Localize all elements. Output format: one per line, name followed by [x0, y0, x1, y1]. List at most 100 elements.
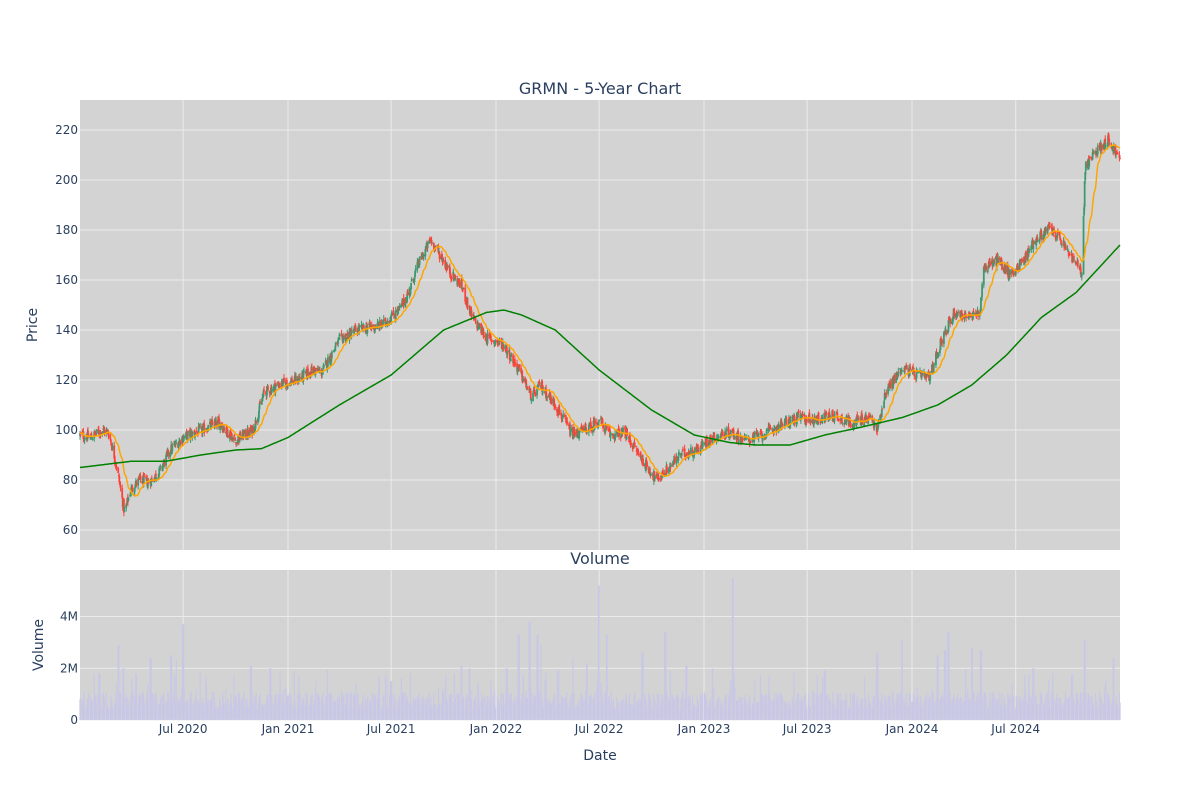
candle	[390, 309, 393, 317]
x-axis-title: Date	[583, 748, 616, 764]
candle	[689, 444, 692, 456]
volume-bar	[99, 703, 102, 720]
candle	[518, 364, 521, 372]
candle	[594, 418, 597, 427]
candle	[1092, 149, 1095, 155]
volume-bar	[794, 702, 796, 720]
volume-bar	[710, 696, 712, 720]
volume-bar	[225, 689, 227, 720]
volume-bar	[474, 696, 477, 720]
candle	[334, 341, 337, 348]
x-tick-label: Jul 2023	[782, 722, 832, 736]
candle	[645, 457, 648, 462]
candle	[884, 393, 887, 400]
candle	[323, 364, 325, 370]
candle	[1021, 257, 1023, 263]
candle	[233, 433, 236, 437]
volume-bar	[570, 694, 572, 720]
candle	[633, 439, 636, 446]
volume-bar	[945, 696, 947, 720]
candle	[508, 348, 511, 364]
volume-bar	[983, 692, 985, 720]
volume-bar	[941, 693, 943, 720]
candle	[271, 386, 273, 394]
volume-bar	[1021, 700, 1023, 720]
volume-bar	[431, 707, 433, 720]
candle	[496, 339, 499, 346]
candle	[644, 457, 647, 473]
candle	[261, 393, 264, 402]
candle	[805, 415, 808, 426]
candle	[933, 362, 936, 368]
candle	[272, 384, 275, 393]
volume-bar	[973, 692, 975, 720]
candle	[852, 422, 855, 432]
candle	[117, 466, 120, 474]
volume-bar	[686, 665, 688, 720]
volume-bar	[510, 693, 512, 720]
candle	[537, 381, 540, 389]
volume-bar	[263, 703, 265, 720]
volume-bar	[363, 707, 365, 720]
volume-bar	[211, 692, 213, 720]
candle	[133, 487, 136, 496]
volume-bar	[1037, 704, 1039, 720]
volume-bar	[606, 634, 608, 720]
candle	[937, 351, 940, 359]
candle	[1100, 142, 1103, 145]
candle	[522, 376, 525, 383]
candle	[1064, 244, 1067, 251]
volume-bar	[1113, 657, 1115, 720]
candle	[887, 383, 889, 397]
volume-bar	[953, 695, 955, 720]
price-y-tick-label: 60	[63, 523, 78, 537]
candle	[398, 302, 401, 311]
volume-bar	[558, 703, 560, 720]
candle	[1082, 215, 1085, 275]
volume-bar	[163, 704, 165, 720]
candle	[158, 467, 161, 471]
volume-bar	[809, 706, 812, 720]
volume-bar	[159, 697, 161, 720]
candle	[79, 430, 81, 440]
volume-bar	[845, 693, 848, 720]
candle	[139, 472, 142, 483]
volume-bar	[239, 700, 241, 720]
candle	[514, 361, 517, 367]
candle	[211, 416, 214, 427]
candle	[1116, 152, 1119, 155]
volume-bar	[546, 699, 548, 720]
candle	[657, 472, 660, 482]
candle	[251, 424, 253, 439]
candle	[103, 425, 105, 430]
volume-bar	[889, 705, 891, 720]
volume-bar	[119, 692, 122, 720]
candle	[1033, 239, 1035, 245]
candle	[1088, 156, 1091, 170]
candle	[932, 362, 935, 374]
candle	[972, 308, 975, 313]
candle	[167, 449, 170, 460]
volume-bar	[387, 708, 389, 720]
candle	[797, 409, 800, 414]
candle	[378, 316, 381, 332]
candle	[1096, 143, 1099, 158]
candle	[402, 293, 405, 309]
candle	[247, 426, 250, 440]
volume-bar	[634, 694, 636, 720]
candle	[122, 497, 125, 517]
volume-bar	[383, 697, 385, 720]
volume-bar	[656, 693, 658, 720]
candle	[883, 400, 885, 409]
volume-bar	[1085, 692, 1087, 720]
volume-bar	[399, 698, 401, 720]
candle	[441, 254, 444, 266]
candle	[107, 429, 110, 440]
candle	[622, 425, 624, 434]
candle	[761, 433, 764, 445]
volume-bar	[445, 674, 447, 720]
volume-bar	[526, 697, 528, 720]
candle	[131, 484, 134, 493]
volume-bar	[1047, 692, 1049, 720]
